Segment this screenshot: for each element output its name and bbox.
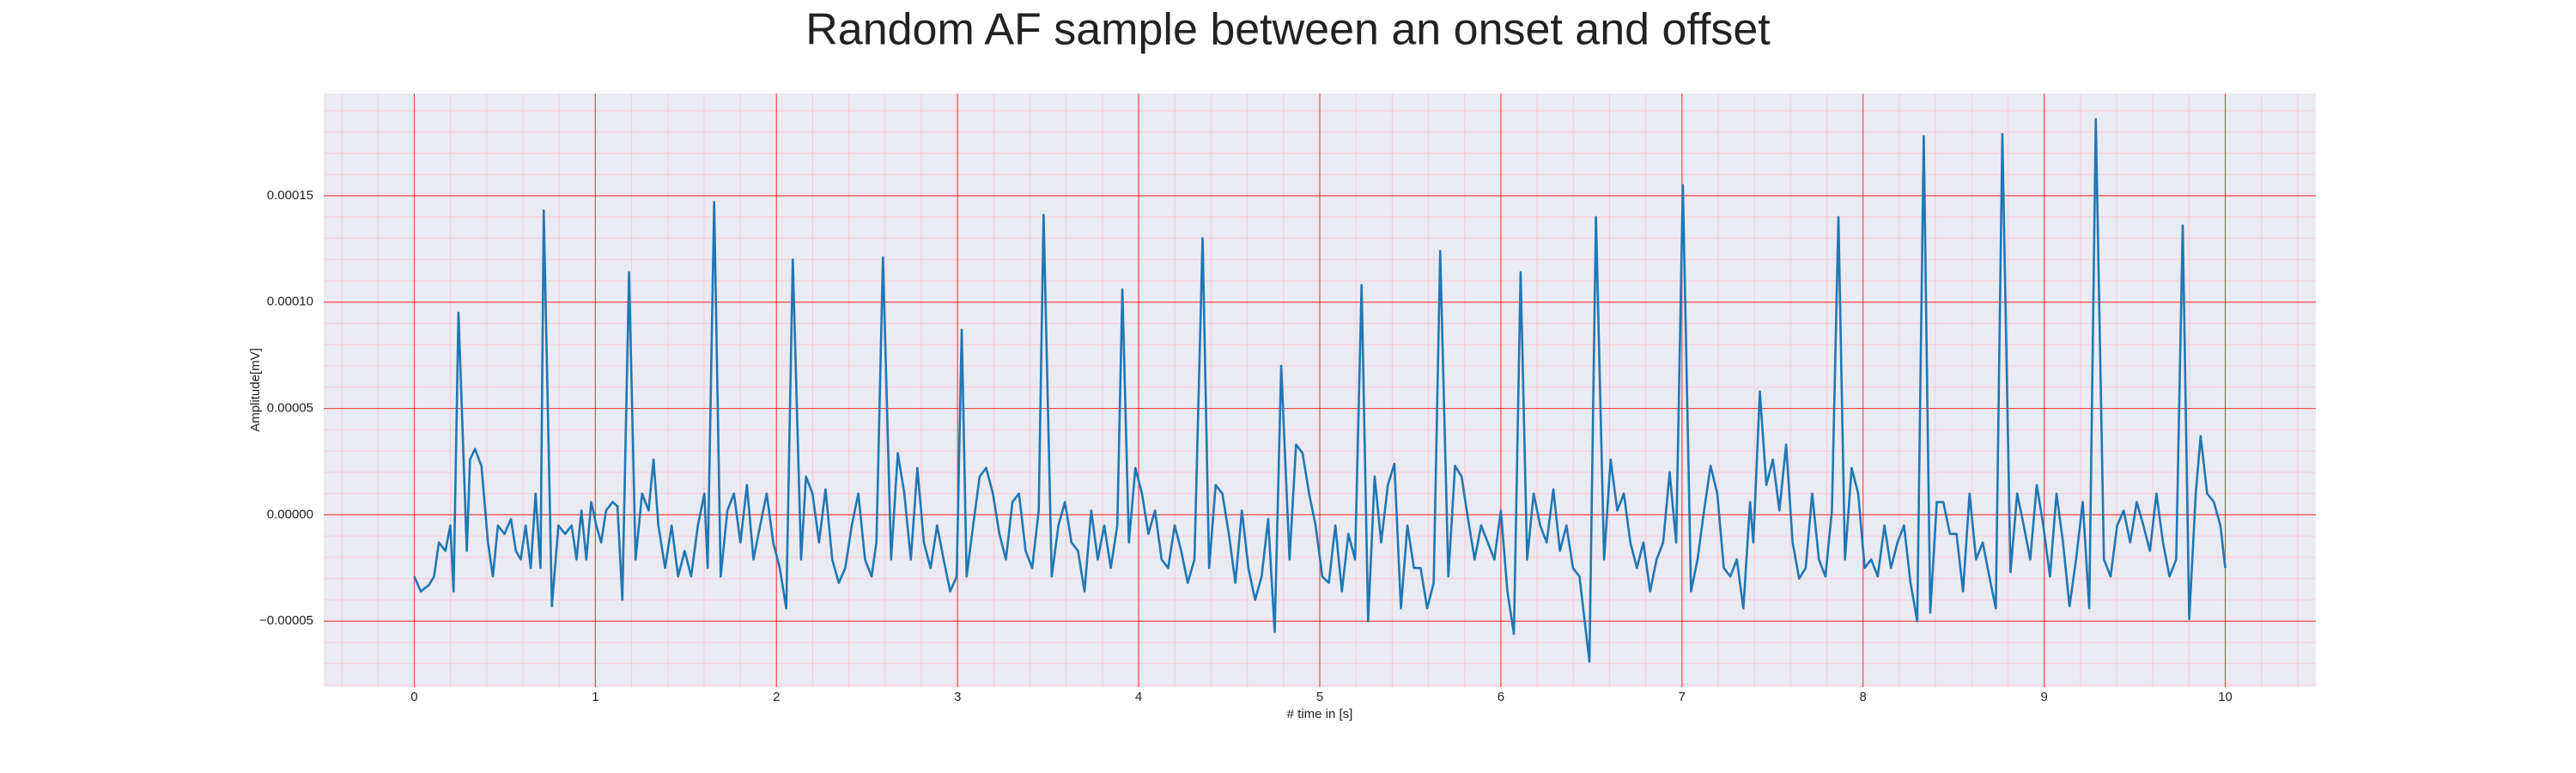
y-axis-label: Amplitude[mV] bbox=[248, 348, 263, 432]
grid bbox=[324, 94, 2316, 687]
y-tick-label: −0.00005 bbox=[259, 613, 313, 628]
x-tick-label: 6 bbox=[1498, 690, 1504, 704]
x-tick-label: 1 bbox=[592, 690, 598, 704]
y-tick-label: 0.00000 bbox=[267, 507, 313, 521]
x-tick-label: 3 bbox=[954, 690, 961, 704]
x-tick-label: 8 bbox=[1860, 690, 1867, 704]
marks bbox=[413, 118, 2227, 663]
signal-line bbox=[413, 118, 2227, 663]
y-tick-label: 0.00015 bbox=[267, 188, 313, 203]
x-tick-label: 5 bbox=[1316, 690, 1323, 704]
x-tick-label: 10 bbox=[2218, 690, 2233, 704]
x-tick-label: 4 bbox=[1135, 690, 1142, 704]
x-tick-label: 7 bbox=[1679, 690, 1686, 704]
x-axis-label: # time in [s] bbox=[1287, 707, 1353, 721]
y-tick-label: 0.00010 bbox=[267, 295, 313, 309]
labels: 0 1 2 3 4 5 6 7 8 9 10 −0.00005 0.00000 0.00005 0.0001… bbox=[259, 188, 2233, 704]
x-tick-label: 2 bbox=[773, 690, 780, 704]
x-tick-label: 9 bbox=[2040, 690, 2047, 704]
x-tick-label: 0 bbox=[410, 690, 417, 704]
y-tick-label: 0.00005 bbox=[267, 401, 313, 416]
chart-title: Random AF sample between an onset and of… bbox=[805, 5, 1771, 55]
